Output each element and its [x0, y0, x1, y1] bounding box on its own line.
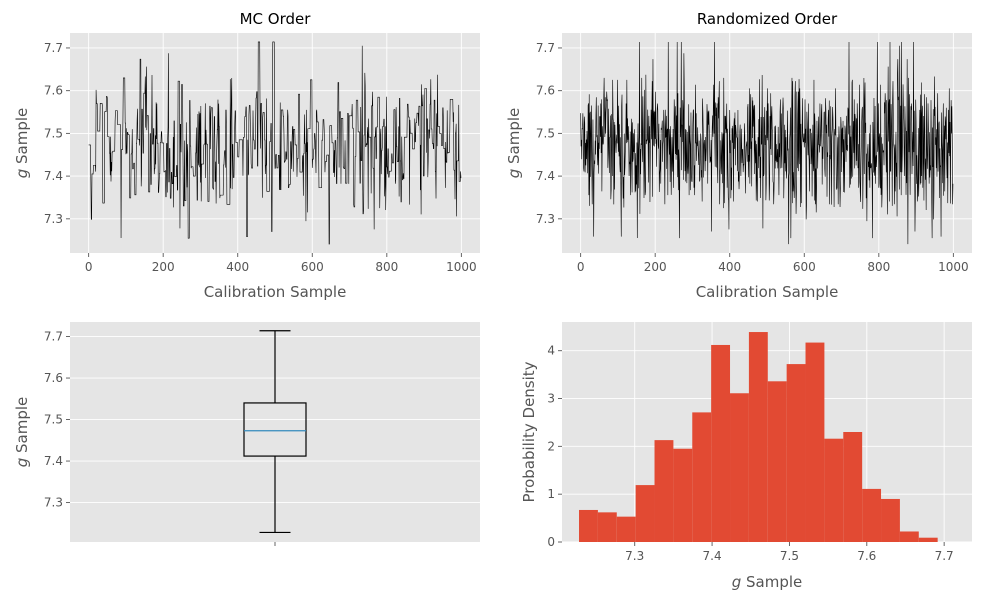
y-tick-label: 3: [547, 392, 555, 406]
x-tick-label: 400: [226, 260, 249, 274]
y-tick-label: 7.3: [44, 496, 63, 510]
x-tick-label: 800: [867, 260, 890, 274]
y-tick-label: 4: [547, 344, 555, 358]
x-tick-label: 7.3: [625, 549, 644, 563]
y-tick-label: 7.7: [44, 41, 63, 55]
y-tick-label: 7.4: [536, 169, 555, 183]
x-tick-label: 400: [718, 260, 741, 274]
x-tick-label: 7.5: [780, 549, 799, 563]
y-axis-label-randomized-order: g Sample: [505, 108, 523, 179]
x-tick-label: 1000: [446, 260, 477, 274]
y-tick-label: 7.7: [44, 330, 63, 344]
histogram-bar: [805, 342, 825, 542]
histogram-bar: [711, 344, 731, 542]
histogram-bar: [918, 537, 938, 542]
x-tick-label: 600: [793, 260, 816, 274]
ticks-histogram: 0 1 2 3 4 7.3 7.4 7.5 7.6 7.7: [547, 344, 953, 563]
histogram-bar: [673, 448, 693, 542]
histogram-bar: [899, 531, 919, 542]
histogram-bars: [579, 332, 938, 542]
y-tick-label: 2: [547, 439, 555, 453]
histogram-bar: [616, 516, 636, 542]
x-tick-label: 200: [644, 260, 667, 274]
y-tick-label: 0: [547, 535, 555, 549]
x-tick-label: 600: [301, 260, 324, 274]
y-tick-label: 7.4: [44, 454, 63, 468]
x-tick-label: 1000: [938, 260, 969, 274]
y-tick-label: 7.4: [44, 169, 63, 183]
histogram-bar: [748, 332, 768, 542]
panel-box-plot: 7.3 7.4 7.5 7.6 7.7 g Sample: [13, 322, 480, 546]
x-tick-label: 7.7: [935, 549, 954, 563]
chart-title-randomized-order: Randomized Order: [697, 10, 838, 28]
box-iqr: [243, 402, 307, 457]
x-axis-label-mc-order: Calibration Sample: [204, 283, 347, 301]
histogram-bar: [862, 488, 882, 542]
x-tick-label: 0: [577, 260, 585, 274]
y-tick-label: 7.6: [536, 84, 555, 98]
plot-area-mc-order: [70, 33, 480, 253]
ticks-box-plot: 7.3 7.4 7.5 7.6 7.7: [44, 330, 276, 546]
y-tick-label: 7.6: [44, 371, 63, 385]
panel-mc-order: 7.3 7.4 7.5 7.6 7.7 0 200 400 600 800 1000 MC Orde…: [13, 10, 480, 301]
histogram-bar: [635, 485, 655, 542]
ticks-mc-order: 7.3 7.4 7.5 7.6 7.7 0 200 400 600 800 1000: [44, 41, 477, 274]
y-axis-label-histogram: Probability Density: [520, 361, 538, 502]
series-line-mc-order: [88, 41, 462, 245]
x-tick-label: 200: [152, 260, 175, 274]
x-axis-label-histogram: g Sample: [732, 573, 803, 591]
y-axis-label-box-plot: g Sample: [13, 397, 31, 468]
x-tick-label: 7.6: [857, 549, 876, 563]
histogram-bar: [786, 364, 806, 542]
x-tick-label: 7.4: [703, 549, 722, 563]
x-tick-label: 0: [85, 260, 93, 274]
grid-mc-order: [70, 33, 480, 253]
y-tick-label: 7.5: [44, 126, 63, 140]
x-axis-label-randomized-order: Calibration Sample: [696, 283, 839, 301]
y-axis-label-mc-order: g Sample: [13, 108, 31, 179]
series-line-randomized-order: [580, 41, 954, 245]
histogram-bar: [692, 412, 712, 542]
y-tick-label: 7.5: [536, 126, 555, 140]
histogram-bar: [654, 440, 674, 542]
histogram-bar: [579, 509, 598, 542]
histogram-bar: [843, 432, 863, 542]
y-tick-label: 7.3: [536, 212, 555, 226]
histogram-bar: [597, 512, 617, 542]
chart-title-mc-order: MC Order: [240, 10, 312, 28]
panel-randomized-order: 7.3 7.4 7.5 7.6 7.7 0 200 400 600 800 1000 Randomi…: [505, 10, 972, 301]
ticks-randomized-order: 7.3 7.4 7.5 7.6 7.7 0 200 400 600 800 1000: [536, 41, 969, 274]
y-tick-label: 7.3: [44, 212, 63, 226]
panel-histogram: 0 1 2 3 4 7.3 7.4 7.5 7.6 7.7 g Sample Probabilit…: [520, 322, 972, 591]
histogram-bar: [824, 438, 844, 542]
histogram-bar: [767, 381, 787, 542]
y-tick-label: 7.6: [44, 84, 63, 98]
y-tick-label: 7.5: [44, 413, 63, 427]
x-tick-label: 800: [375, 260, 398, 274]
y-tick-label: 1: [547, 487, 555, 501]
histogram-bar: [881, 498, 900, 542]
y-tick-label: 7.7: [536, 41, 555, 55]
histogram-bar: [730, 393, 749, 542]
